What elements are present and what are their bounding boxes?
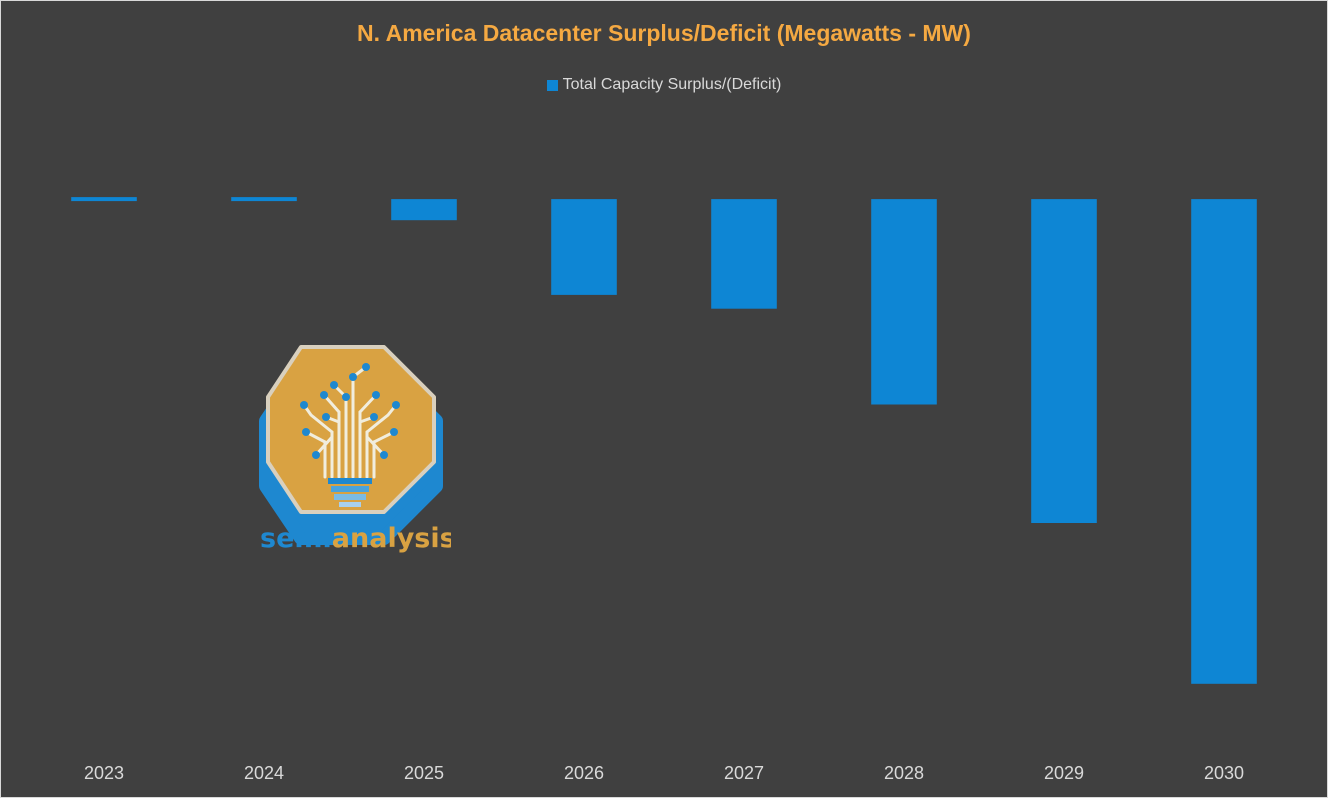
bar-2028 <box>871 199 937 405</box>
legend-swatch <box>546 79 558 91</box>
x-tick-label-2029: 2029 <box>1044 763 1084 783</box>
logo-text-semi: semi <box>260 523 332 554</box>
bar-2023 <box>71 197 137 202</box>
bar-2024 <box>231 197 297 202</box>
bar-2027 <box>711 199 777 309</box>
legend: Total Capacity Surplus/(Deficit) <box>1 76 1327 94</box>
bar-2026 <box>551 199 617 295</box>
chart-title: N. America Datacenter Surplus/Deficit (M… <box>357 20 971 46</box>
x-tick-label-2025: 2025 <box>404 763 444 783</box>
x-tick-label-2024: 2024 <box>244 763 284 783</box>
x-tick-label-2026: 2026 <box>564 763 604 783</box>
x-tick-label-2028: 2028 <box>884 763 924 783</box>
bar-2025 <box>391 199 457 221</box>
legend-label: Total Capacity Surplus/(Deficit) <box>562 76 782 93</box>
bar-group <box>71 197 1257 684</box>
logo-icon: semianalysis <box>259 345 456 554</box>
bar-2029 <box>1031 199 1097 523</box>
svg-text:semianalysis: semianalysis <box>260 523 451 554</box>
x-axis-ticks: 2023 2024 2025 2026 2027 2028 2029 2030 <box>84 763 1244 783</box>
bar-2030 <box>1191 199 1257 684</box>
x-tick-label-2023: 2023 <box>84 763 124 783</box>
semianalysis-logo: semianalysis <box>256 337 456 567</box>
logo-text-analysis: analysis <box>332 523 451 554</box>
x-tick-label-2030: 2030 <box>1204 763 1244 783</box>
x-tick-label-2027: 2027 <box>724 763 764 783</box>
